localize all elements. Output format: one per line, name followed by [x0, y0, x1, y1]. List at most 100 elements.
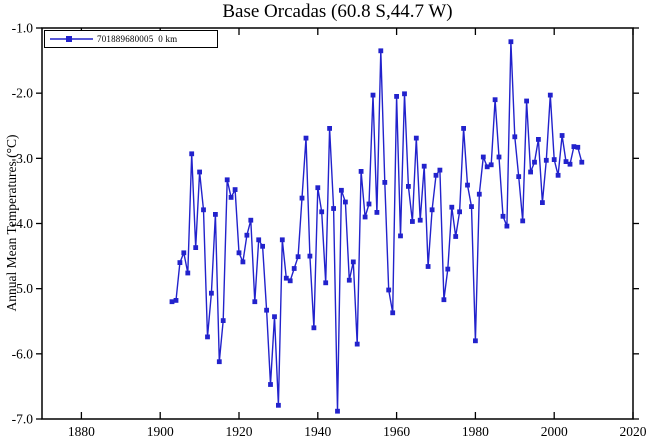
data-point-marker	[559, 133, 565, 138]
data-point-marker	[421, 163, 427, 169]
legend-station-label: 701889680005 0 km	[97, 34, 178, 44]
data-point-marker	[473, 338, 478, 344]
y-tick-label: -1.0	[12, 21, 34, 36]
data-point-marker	[335, 408, 340, 414]
temperature-series-line	[171, 41, 583, 412]
data-point-marker	[551, 157, 557, 162]
data-point-marker	[571, 144, 577, 149]
data-point-marker	[358, 169, 364, 174]
legend: 701889680005 0 km	[44, 30, 218, 48]
temperature-series-markers	[169, 39, 585, 414]
x-tick-label: 2000	[541, 424, 568, 439]
data-point-marker	[268, 382, 273, 387]
data-point-marker	[276, 402, 281, 408]
data-point-marker	[406, 184, 411, 189]
data-point-marker	[575, 144, 581, 150]
y-tick-label: -3.0	[12, 151, 34, 166]
data-point-marker	[445, 266, 451, 272]
legend-line-sample-icon	[50, 36, 93, 42]
data-point-marker	[323, 280, 329, 286]
data-point-marker	[433, 172, 439, 178]
data-point-marker	[402, 91, 407, 97]
x-tick-label: 1980	[462, 424, 489, 439]
data-point-marker	[244, 232, 250, 238]
data-point-marker	[410, 219, 415, 224]
data-point-marker	[461, 126, 466, 131]
data-point-marker	[216, 359, 222, 365]
data-point-marker	[224, 177, 230, 183]
data-point-marker	[579, 159, 585, 165]
data-point-marker	[193, 245, 199, 250]
data-point-marker	[398, 233, 403, 239]
data-point-marker	[449, 204, 455, 210]
data-point-marker	[567, 161, 573, 167]
x-tick-label: 2020	[620, 424, 647, 439]
data-point-marker	[213, 212, 218, 217]
data-point-marker	[307, 253, 313, 259]
data-point-marker	[177, 260, 183, 265]
data-point-marker	[350, 259, 356, 265]
x-tick-label: 1960	[383, 424, 410, 439]
data-point-marker	[536, 137, 541, 142]
data-point-marker	[362, 214, 368, 220]
x-tick-label: 1900	[147, 424, 174, 439]
data-point-marker	[532, 159, 537, 165]
data-point-marker	[476, 191, 482, 197]
data-point-marker	[299, 195, 305, 201]
data-point-marker	[197, 169, 202, 175]
legend-square-marker-icon	[66, 36, 72, 42]
data-point-marker	[465, 182, 470, 188]
data-point-marker	[327, 126, 332, 131]
y-tick-label: -5.0	[12, 281, 34, 296]
data-point-marker	[378, 48, 384, 54]
data-point-marker	[319, 209, 325, 215]
plot-border	[41, 27, 634, 420]
data-point-marker	[437, 167, 443, 173]
data-point-marker	[480, 154, 486, 160]
data-point-marker	[303, 135, 309, 141]
data-point-marker	[520, 218, 526, 224]
data-point-marker	[394, 94, 399, 99]
data-point-marker	[272, 314, 277, 320]
data-point-marker	[425, 264, 431, 269]
data-point-marker	[386, 287, 392, 293]
data-point-marker	[295, 254, 301, 260]
data-point-marker	[457, 209, 462, 215]
data-point-marker	[220, 318, 226, 323]
data-point-marker	[540, 200, 545, 205]
data-point-marker	[563, 159, 569, 164]
data-point-marker	[417, 217, 423, 223]
data-point-marker	[331, 206, 336, 211]
data-point-marker	[181, 250, 187, 256]
y-tick-label: -6.0	[12, 346, 34, 361]
data-point-marker	[346, 277, 352, 283]
data-point-marker	[413, 135, 419, 141]
data-point-marker	[201, 207, 206, 213]
data-point-marker	[528, 169, 533, 175]
data-point-marker	[469, 204, 474, 209]
data-point-marker	[543, 157, 549, 163]
data-point-marker	[287, 278, 293, 284]
data-point-marker	[453, 234, 459, 239]
data-point-marker	[205, 334, 210, 340]
data-point-marker	[354, 341, 360, 347]
data-point-marker	[516, 174, 522, 179]
data-point-marker	[374, 210, 380, 215]
data-point-marker	[260, 243, 265, 249]
data-point-marker	[555, 172, 561, 178]
data-point-marker	[512, 134, 518, 140]
data-point-marker	[524, 98, 529, 104]
data-point-marker	[240, 259, 246, 265]
data-point-marker	[508, 39, 514, 45]
data-point-marker	[339, 187, 344, 193]
data-point-marker	[252, 299, 258, 305]
y-tick-label: -2.0	[12, 86, 34, 101]
data-point-marker	[500, 213, 506, 219]
data-point-marker	[283, 275, 289, 281]
data-point-marker	[343, 199, 348, 205]
data-point-marker	[209, 290, 214, 296]
data-point-marker	[504, 223, 510, 229]
data-point-marker	[547, 92, 553, 98]
